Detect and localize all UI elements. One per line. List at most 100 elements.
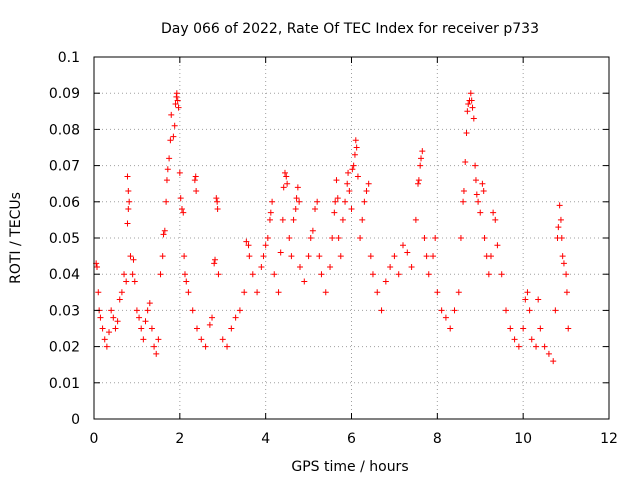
y-tick-label: 0.03 [49, 303, 80, 319]
data-point [316, 253, 323, 260]
data-point [271, 271, 278, 278]
data-point [492, 216, 499, 223]
data-point [284, 180, 291, 187]
y-axis-label: ROTI / TECUs [8, 192, 24, 284]
x-tick-label: 2 [175, 431, 184, 447]
data-point [465, 101, 472, 108]
data-point [189, 307, 196, 314]
data-point [267, 209, 274, 216]
data-point [183, 278, 190, 285]
data-point [228, 325, 235, 332]
data-point [520, 325, 527, 332]
data-point [352, 137, 359, 144]
data-point [275, 289, 282, 296]
data-point [118, 289, 125, 296]
data-point [148, 325, 155, 332]
data-point [432, 235, 439, 241]
data-point [123, 278, 130, 285]
data-point [185, 289, 192, 296]
data-point [481, 235, 488, 241]
data-point [346, 187, 353, 194]
data-point [361, 198, 368, 205]
data-point [264, 235, 271, 241]
data-point [460, 198, 467, 205]
x-tick-label: 10 [514, 431, 532, 447]
data-point [209, 314, 216, 321]
x-tick-label: 6 [347, 431, 356, 447]
data-point [477, 209, 484, 216]
data-point [468, 97, 475, 104]
data-point [215, 271, 222, 278]
data-point [125, 206, 132, 213]
data-point [94, 263, 101, 270]
data-point [480, 187, 487, 194]
data-point [172, 101, 179, 108]
data-point [415, 177, 422, 184]
data-point [110, 314, 117, 321]
data-point [176, 169, 183, 176]
y-tick-label: 0.06 [49, 195, 80, 211]
data-point [283, 173, 290, 180]
data-point [214, 206, 221, 213]
data-point [515, 343, 522, 350]
data-point [168, 111, 175, 118]
data-point [198, 336, 205, 343]
data-point [470, 115, 477, 122]
data-point [318, 271, 325, 278]
data-point [339, 216, 346, 223]
data-point [116, 296, 123, 303]
data-point [369, 271, 376, 278]
data-point [391, 253, 398, 260]
data-point [425, 271, 432, 278]
data-point [290, 216, 297, 223]
data-point [161, 227, 168, 234]
data-point [404, 249, 411, 256]
data-point [296, 198, 303, 205]
data-point [160, 231, 167, 238]
axis-ticks: 0 2 4 6 8 10 12 0 0.01 0.02 0.03 0.04 0.05 0.06 0.07 0.… [49, 50, 618, 447]
data-point [334, 195, 341, 202]
data-point [219, 336, 226, 343]
data-point [415, 180, 422, 187]
y-tick-label: 0.05 [49, 231, 80, 247]
data-point [163, 198, 170, 205]
data-point [193, 187, 200, 194]
data-point [288, 253, 295, 260]
data-point [342, 198, 349, 205]
data-point [246, 253, 253, 260]
data-point [121, 271, 128, 278]
data-point [140, 336, 147, 343]
data-point [522, 296, 529, 303]
data-point [95, 289, 102, 296]
data-point [138, 325, 145, 332]
data-point [173, 90, 180, 97]
x-tick-label: 4 [261, 431, 270, 447]
data-point [157, 271, 164, 278]
data-point [462, 158, 469, 165]
data-point [213, 195, 220, 202]
x-tick-label: 8 [433, 431, 442, 447]
data-point [418, 155, 425, 162]
data-point [528, 336, 535, 343]
y-tick-label: 0.09 [49, 86, 80, 102]
data-point [293, 195, 300, 202]
data-point [180, 209, 187, 216]
data-point [354, 173, 361, 180]
data-point [485, 271, 492, 278]
data-point [211, 260, 218, 267]
data-point [202, 343, 209, 350]
data-point [535, 296, 542, 303]
data-point [245, 242, 252, 249]
data-point [177, 195, 184, 202]
data-point [292, 206, 299, 213]
data-point [329, 235, 336, 241]
data-point [344, 180, 351, 187]
data-point [378, 307, 385, 314]
data-point [472, 162, 479, 169]
data-point [159, 253, 166, 260]
x-tick-label: 12 [600, 431, 618, 447]
data-point [114, 318, 121, 325]
y-tick-label: 0.08 [49, 122, 80, 138]
data-point [345, 169, 352, 176]
data-point [164, 166, 171, 173]
